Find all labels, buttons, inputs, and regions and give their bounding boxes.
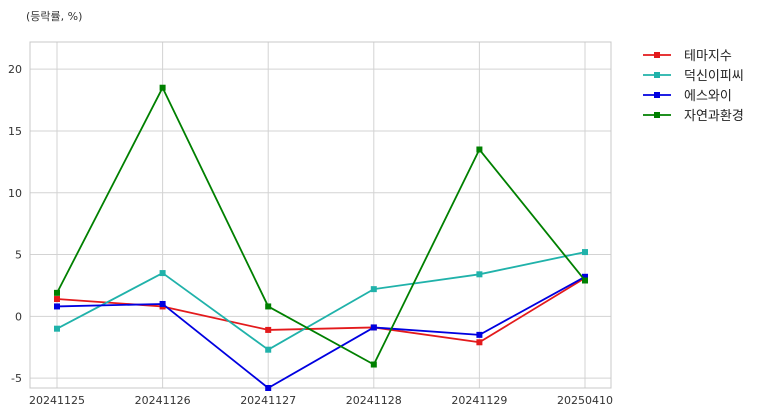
axis-tick-labels: -5 0 5 10 15 20 20241125 20241126 20241127 202411… <box>8 63 613 407</box>
data-point <box>54 296 60 303</box>
y-tick-label: 5 <box>15 249 22 262</box>
legend-item: 덕신이피씨 <box>643 69 744 84</box>
series-line <box>56 251 586 351</box>
y-tick-label: 0 <box>15 310 22 323</box>
y-tick-label: -5 <box>11 372 22 385</box>
x-tick-label: 20241127 <box>240 394 296 407</box>
data-point <box>265 326 272 333</box>
data-point <box>265 303 272 310</box>
legend-label: 에스와이 <box>684 89 732 104</box>
legend-label: 자연과환경 <box>684 109 744 124</box>
x-tick-label: 20241125 <box>29 394 85 407</box>
y-tick-label: 20 <box>8 63 22 76</box>
data-point <box>370 286 377 293</box>
data-point <box>582 277 588 284</box>
legend-marker <box>654 72 660 78</box>
data-point <box>476 339 483 346</box>
plot-frame <box>29 41 612 389</box>
data-point <box>159 300 166 307</box>
y-tick-label: 15 <box>8 125 22 138</box>
series-layer <box>54 84 588 391</box>
data-point <box>476 331 483 338</box>
data-point <box>582 273 588 280</box>
series-2 <box>54 249 588 353</box>
x-tick-label: 20250410 <box>557 394 613 407</box>
data-point <box>54 303 60 310</box>
data-point <box>265 385 272 391</box>
legend-label: 테마지수 <box>684 49 732 64</box>
legend-item: 자연과환경 <box>643 109 744 124</box>
data-point <box>159 84 166 91</box>
x-tick-label: 20241128 <box>346 394 402 407</box>
data-point <box>476 271 483 278</box>
series-3 <box>54 273 588 391</box>
legend-item: 에스와이 <box>643 89 732 104</box>
legend-item: 테마지수 <box>643 49 732 64</box>
data-point <box>370 324 377 331</box>
series-line <box>56 86 586 366</box>
data-point <box>582 249 588 256</box>
legend-marker <box>654 92 660 98</box>
legend-marker <box>654 112 660 118</box>
x-tick-label: 20241129 <box>451 394 507 407</box>
data-point <box>54 289 60 296</box>
series-4 <box>54 84 588 368</box>
legend-label: 덕신이피씨 <box>684 69 744 84</box>
y-unit-label: (등락률, %) <box>26 10 83 23</box>
series-line <box>56 275 586 389</box>
data-point <box>54 325 60 332</box>
data-point <box>370 361 377 368</box>
legend-marker <box>654 52 660 58</box>
data-point <box>159 270 166 277</box>
x-tick-label: 20241126 <box>135 394 191 407</box>
data-point <box>476 146 483 153</box>
y-tick-label: 10 <box>8 187 22 200</box>
data-point <box>265 346 272 353</box>
